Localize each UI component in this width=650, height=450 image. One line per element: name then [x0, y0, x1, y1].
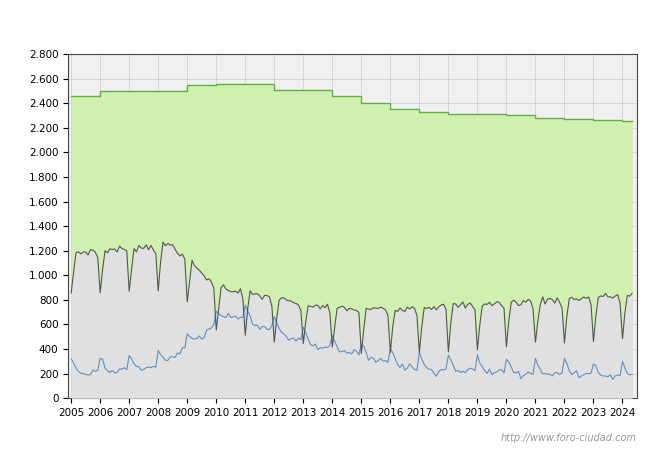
- Text: La Villa de Don Fadrique - Evolucion de la poblacion en edad de Trabajar Mayo de: La Villa de Don Fadrique - Evolucion de …: [77, 18, 573, 29]
- Text: http://www.foro-ciudad.com: http://www.foro-ciudad.com: [501, 433, 637, 443]
